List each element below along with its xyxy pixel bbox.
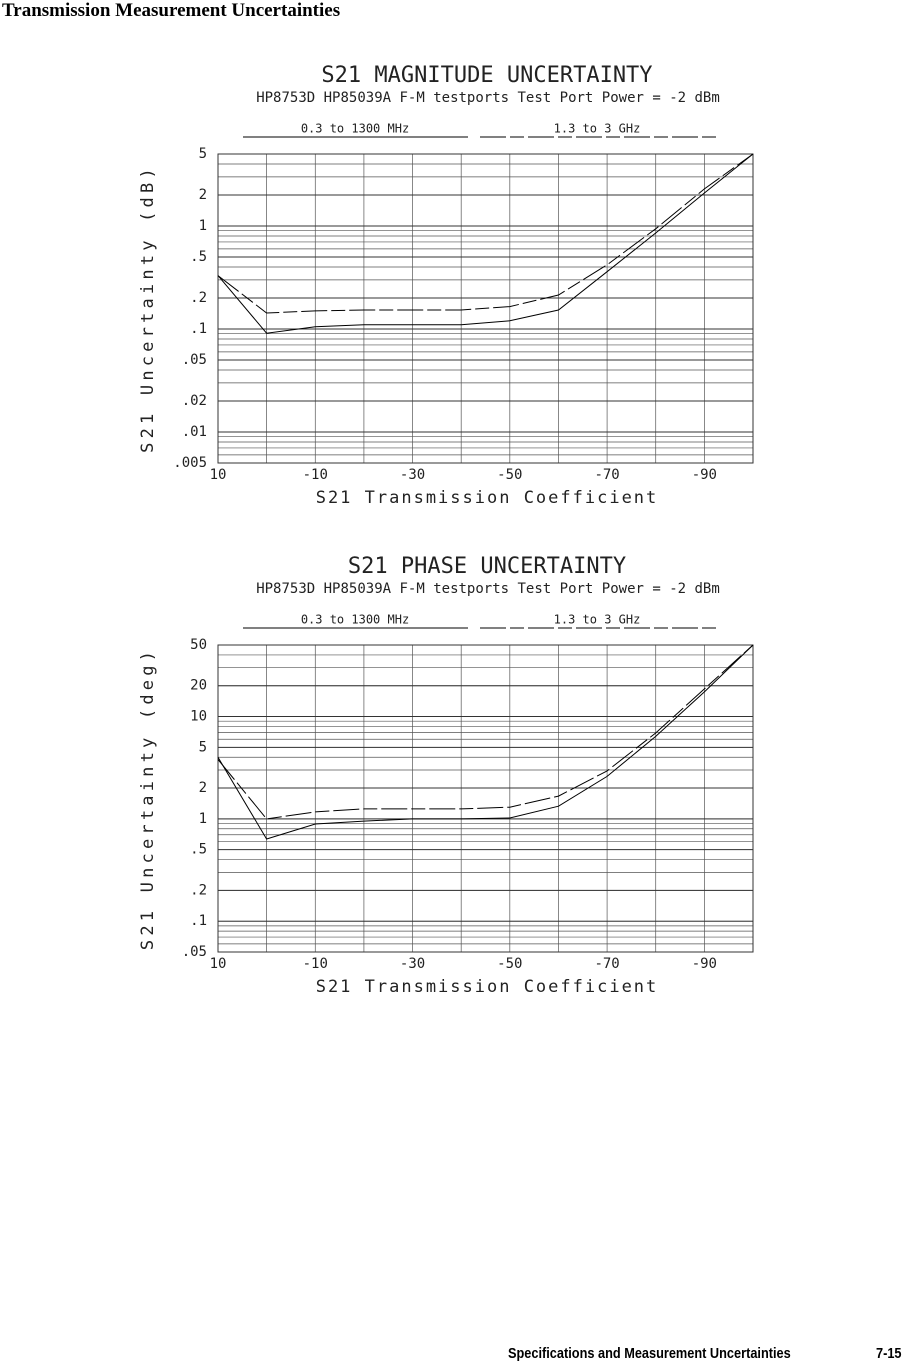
y-tick-label: 1 bbox=[199, 811, 207, 827]
x-tick-label: -50 bbox=[497, 956, 522, 972]
x-tick-label: -70 bbox=[594, 467, 619, 483]
x-tick-label: -50 bbox=[497, 467, 522, 483]
y-tick-label: .1 bbox=[190, 321, 207, 337]
y-tick-label: 20 bbox=[190, 678, 207, 694]
footer-section: Specifications and Measurement Uncertain… bbox=[508, 1345, 791, 1362]
y-tick-label: 5 bbox=[199, 739, 207, 755]
y-tick-label: .01 bbox=[182, 424, 207, 440]
y-axis-label: S21 Uncertainty (dB) bbox=[138, 164, 158, 453]
legend-label: 1.3 to 3 GHz bbox=[554, 613, 641, 627]
y-tick-label: .2 bbox=[190, 290, 207, 306]
y-tick-label: .05 bbox=[182, 944, 207, 960]
x-axis-label: S21 Transmission Coefficient bbox=[316, 977, 659, 997]
x-tick-label: 10 bbox=[210, 956, 227, 972]
legend-label: 1.3 to 3 GHz bbox=[554, 122, 641, 136]
y-tick-label: 2 bbox=[199, 187, 207, 203]
y-tick-label: 10 bbox=[190, 709, 207, 725]
plot-frame bbox=[217, 644, 754, 953]
x-tick-label: -90 bbox=[692, 467, 717, 483]
y-tick-label: 1 bbox=[199, 218, 207, 234]
y-tick-label: 5 bbox=[199, 146, 207, 162]
y-axis-label: S21 Uncertainty (deg) bbox=[138, 647, 158, 950]
y-tick-label: .005 bbox=[173, 455, 207, 471]
y-tick-label: .05 bbox=[182, 352, 207, 368]
x-tick-label: -10 bbox=[303, 467, 328, 483]
x-tick-label: 10 bbox=[210, 467, 227, 483]
x-tick-label: -70 bbox=[594, 956, 619, 972]
chart-title: S21 MAGNITUDE UNCERTAINTY bbox=[321, 63, 652, 88]
x-tick-label: -30 bbox=[400, 467, 425, 483]
footer-page: 7-15 bbox=[876, 1345, 902, 1362]
series-line bbox=[217, 644, 754, 840]
chart-title: S21 PHASE UNCERTAINTY bbox=[348, 554, 626, 579]
y-tick-label: .02 bbox=[182, 393, 207, 409]
x-axis-label: S21 Transmission Coefficient bbox=[316, 488, 659, 508]
series-line bbox=[217, 644, 754, 820]
legend-label: 0.3 to 1300 MHz bbox=[301, 122, 409, 136]
y-tick-label: .5 bbox=[190, 842, 207, 858]
x-tick-label: -30 bbox=[400, 956, 425, 972]
y-tick-label: 2 bbox=[199, 780, 207, 796]
y-tick-label: 50 bbox=[190, 637, 207, 653]
y-tick-label: .5 bbox=[190, 249, 207, 265]
series-line bbox=[217, 153, 754, 314]
chart-subtitle: HP8753D HP85039A F-M testports Test Port… bbox=[256, 581, 720, 597]
x-tick-label: -10 bbox=[303, 956, 328, 972]
x-tick-label: -90 bbox=[692, 956, 717, 972]
chart-subtitle: HP8753D HP85039A F-M testports Test Port… bbox=[256, 90, 720, 106]
page-heading: Transmission Measurement Uncertainties bbox=[2, 0, 341, 21]
y-tick-label: .2 bbox=[190, 882, 207, 898]
legend-label: 0.3 to 1300 MHz bbox=[301, 613, 409, 627]
y-tick-label: .1 bbox=[190, 913, 207, 929]
series-line bbox=[217, 153, 754, 334]
